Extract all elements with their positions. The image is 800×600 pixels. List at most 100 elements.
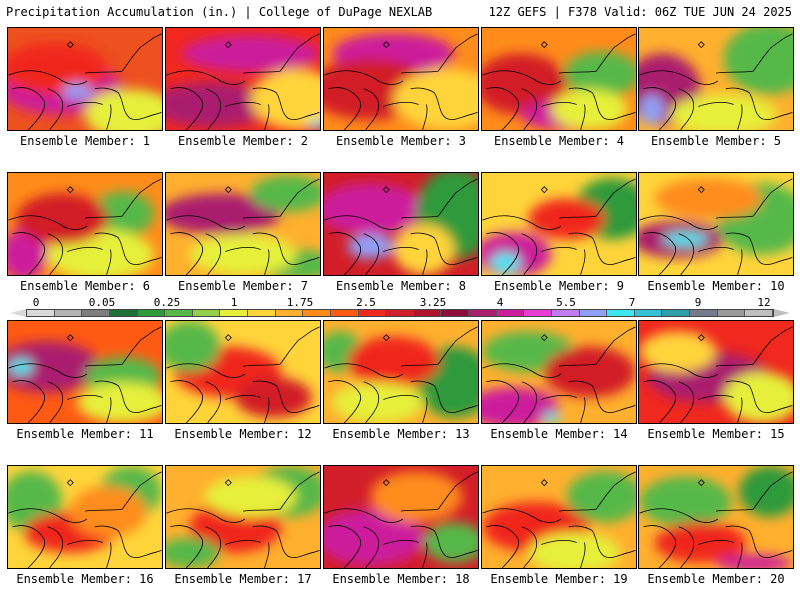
map-outline [118, 237, 162, 265]
colorbar-cell [137, 310, 166, 316]
ensemble-map-panel [638, 320, 794, 424]
map-outline [276, 530, 320, 558]
map-outline [737, 249, 743, 275]
map-outline [400, 178, 478, 219]
colorbar-tick-label: 12 [757, 296, 771, 309]
map-outline [678, 233, 695, 275]
precip-blob [563, 51, 636, 97]
map-outline [264, 249, 270, 275]
map-outline [67, 101, 103, 107]
location-marker-icon [224, 41, 232, 49]
precip-blob [8, 341, 101, 393]
ensemble-map-panel [638, 27, 794, 131]
map-outline [383, 101, 419, 107]
map-outline [94, 232, 119, 239]
map-outline [558, 33, 636, 74]
map-outline [568, 525, 593, 532]
precip-blob [8, 229, 47, 275]
ensemble-map-panel [481, 465, 637, 569]
map-outline [639, 215, 719, 230]
ensemble-member-label: Ensemble Member: 7 [177, 279, 309, 293]
precip-blob [347, 336, 440, 388]
ensemble-member-label: Ensemble Member: 13 [332, 427, 470, 441]
colorbar-tick-label: 1.75 [286, 296, 314, 309]
map-outline [67, 539, 103, 545]
precip-blob [204, 476, 297, 517]
ensemble-member-label: Ensemble Member: 4 [493, 134, 625, 148]
map-outline [486, 525, 520, 568]
precip-blob [639, 476, 732, 528]
map-outline [698, 246, 734, 252]
precip-blob [639, 331, 716, 372]
map-outline [580, 249, 586, 275]
map-outline [749, 530, 793, 558]
map-outline [106, 542, 112, 568]
map-outline [242, 326, 320, 367]
colorbar-cell [662, 310, 690, 316]
map-outline [639, 508, 719, 523]
map-outline [324, 70, 404, 85]
map-outline [84, 471, 162, 512]
ensemble-member-label: Ensemble Member: 12 [174, 427, 312, 441]
location-marker-icon [66, 41, 74, 49]
precip-blob [528, 532, 621, 568]
map-outline [558, 471, 636, 512]
colorbar-cell [745, 310, 773, 316]
colorbar-cell [192, 310, 221, 316]
location-marker-icon [540, 334, 548, 342]
map-outline [400, 33, 478, 74]
map-outline [592, 385, 636, 413]
precip-blob [662, 232, 709, 247]
map-outline [94, 525, 119, 532]
precip-blob [639, 94, 664, 125]
precip-blob [482, 387, 559, 423]
location-marker-icon [382, 41, 390, 49]
location-marker-icon [382, 186, 390, 194]
map-outline [324, 215, 404, 230]
ensemble-map-panel [323, 172, 479, 276]
colorbar-cell [82, 310, 110, 316]
chart-title: Precipitation Accumulation (in.) | Colle… [6, 5, 433, 19]
map-outline [84, 33, 162, 74]
colorbar-cell [27, 310, 55, 316]
map-outline [106, 397, 112, 423]
colorbar-cell [275, 310, 304, 316]
colorbar-cell [330, 310, 359, 316]
precip-blob [543, 346, 636, 398]
precip-field-map [166, 33, 320, 130]
ensemble-member-label: Ensemble Member: 2 [177, 134, 309, 148]
map-outline [486, 380, 520, 423]
map-outline [12, 380, 46, 423]
map-outline [118, 530, 162, 558]
map-outline [434, 237, 478, 265]
map-outline [541, 246, 577, 252]
location-marker-icon [224, 186, 232, 194]
map-outline [410, 525, 435, 532]
map-outline [715, 33, 793, 74]
map-outline [225, 246, 261, 252]
map-outline [410, 87, 435, 94]
map-outline [715, 178, 793, 219]
precip-field-map [8, 466, 162, 568]
colorbar-cell [358, 310, 387, 316]
map-outline [363, 526, 380, 568]
map-outline [276, 385, 320, 413]
ensemble-map-panel [7, 172, 163, 276]
ensemble-member-label: Ensemble Member: 18 [332, 572, 470, 586]
precip-blob [16, 193, 108, 245]
colorbar-tick-label: 0.05 [88, 296, 116, 309]
map-outline [47, 526, 64, 568]
precip-blob [92, 191, 154, 237]
precip-blob [85, 89, 162, 130]
colorbar-cell [551, 310, 580, 316]
precip-blob [393, 68, 478, 130]
map-outline [225, 394, 261, 400]
ensemble-member-label: Ensemble Member: 6 [19, 279, 151, 293]
precip-blob [551, 89, 628, 130]
map-outline [434, 530, 478, 558]
precip-blob [370, 471, 463, 523]
map-outline [643, 525, 677, 568]
colorbar-cell [54, 310, 83, 316]
map-outline [678, 88, 695, 130]
map-outline [170, 380, 204, 423]
